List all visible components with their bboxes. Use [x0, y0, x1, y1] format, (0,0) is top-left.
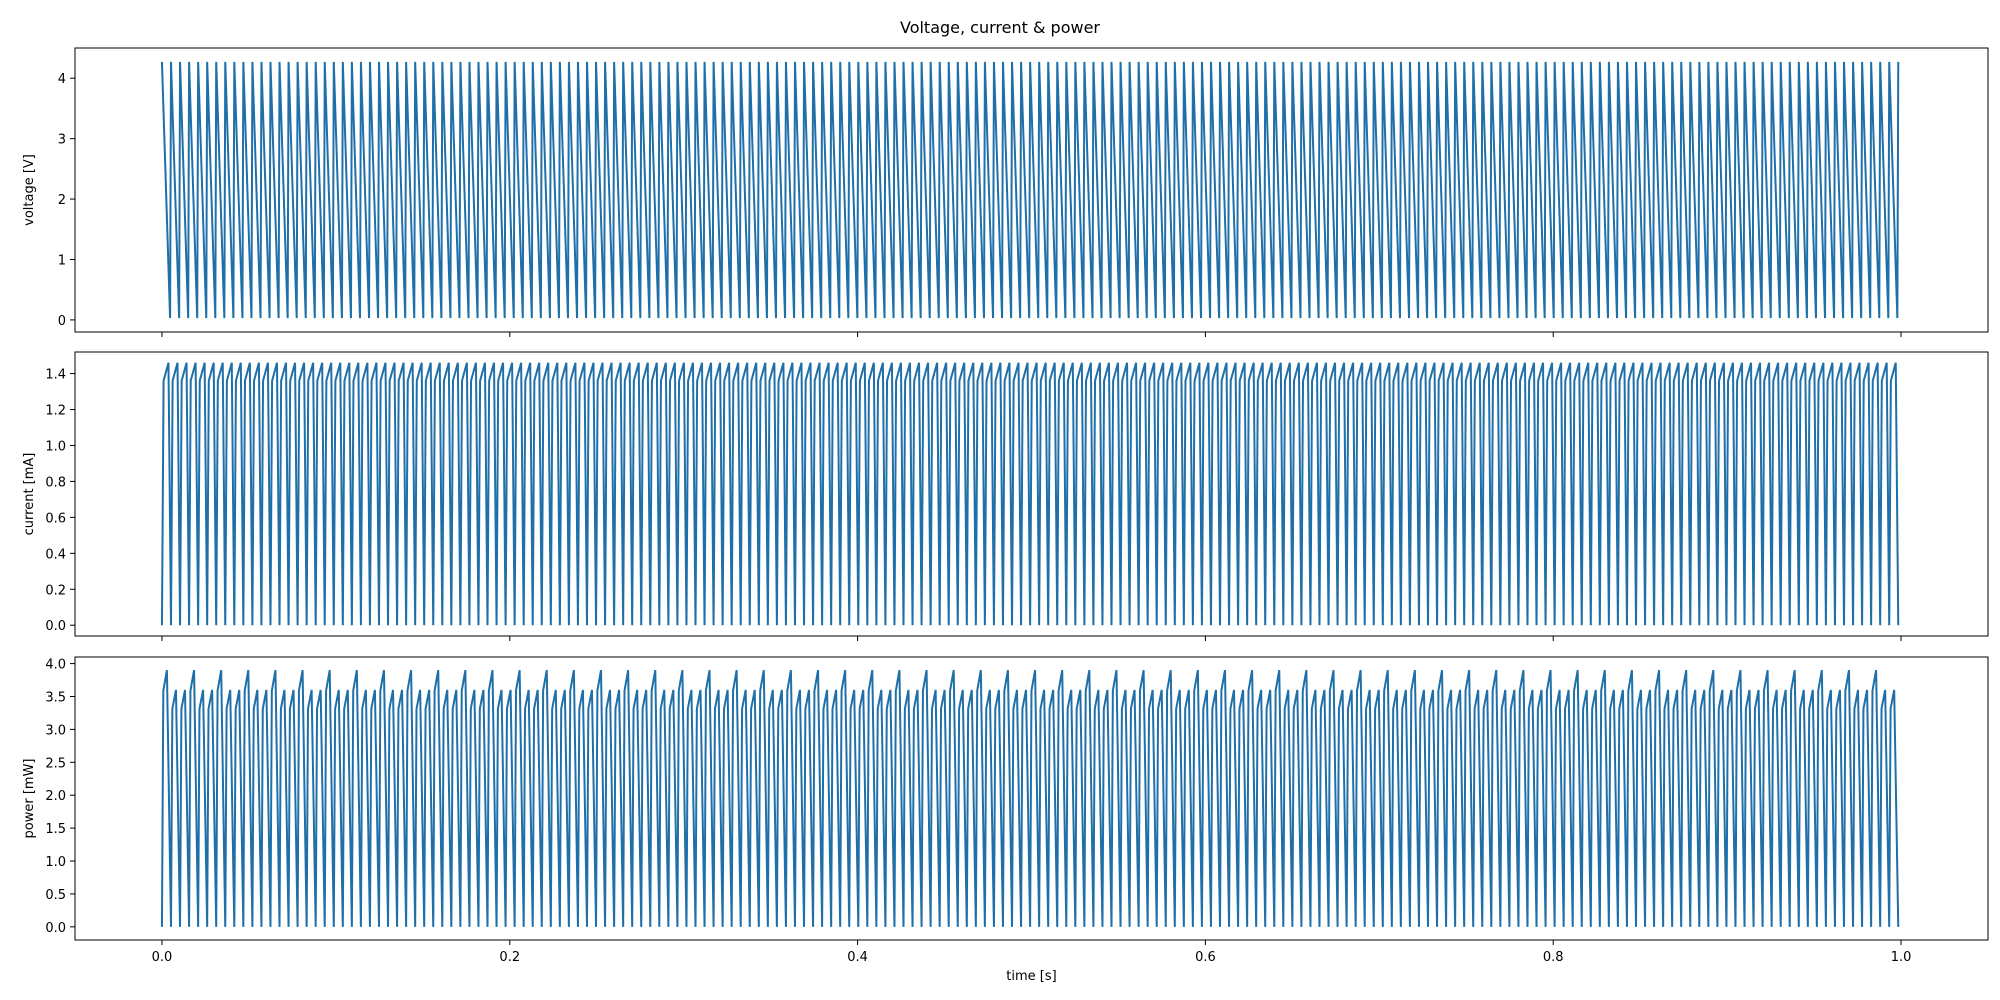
- y-tick-label: 4: [58, 72, 66, 87]
- series-line-2-1: [160, 362, 1900, 626]
- x-tick-label: 1.0: [1891, 950, 1912, 965]
- panels-container: 0 1 2 3 4 voltage [V] 0.0 0.2 0.4 0.6 0.8 1.0 1.2 1.4…: [22, 47, 1989, 984]
- x-tick-label: 0.4: [847, 950, 868, 965]
- axes-frame: [74, 47, 1989, 333]
- y-tick-label: 1.2: [45, 404, 66, 419]
- y-tick-label: 2.5: [45, 756, 66, 771]
- y-tick-label: 1.4: [45, 368, 66, 383]
- axes-frame: [74, 351, 1989, 637]
- x-tick-label: 0.0: [152, 950, 173, 965]
- y-tick-label: 3.5: [45, 690, 66, 705]
- figure-title: Voltage, current & power: [900, 18, 1100, 37]
- y-tick-label: 1.5: [45, 822, 66, 837]
- y-tick-label: 3.0: [45, 723, 66, 738]
- y-tick-label: 0.8: [45, 475, 66, 490]
- y-tick-label: 0.0: [45, 619, 66, 634]
- y-axis-label: voltage [V]: [22, 154, 37, 226]
- x-tick-label: 0.6: [1195, 950, 1216, 965]
- subplot-3: 0.0 0.5 1.0 1.5 2.0 2.5 3.0 3.5 4.0 0.0 0.2 0.4 0.6 0…: [22, 656, 1989, 984]
- axes-frame: [74, 656, 1989, 941]
- y-tick-label: 3: [58, 133, 66, 148]
- y-tick-label: 2.0: [45, 789, 66, 804]
- y-tick-label: 4.0: [45, 658, 66, 673]
- x-tick-label: 0.2: [499, 950, 520, 965]
- y-tick-label: 0: [58, 314, 66, 329]
- y-axis-label: power [mW]: [22, 759, 37, 839]
- subplot-2: 0.0 0.2 0.4 0.6 0.8 1.0 1.2 1.4 current [mA]: [22, 351, 1989, 641]
- y-tick-label: 1.0: [45, 439, 66, 454]
- x-axis-label: time [s]: [1006, 969, 1056, 984]
- y-tick-label: 0.5: [45, 888, 66, 903]
- series-line-3-1: [160, 669, 1900, 927]
- y-tick-label: 1.0: [45, 855, 66, 870]
- series-line-1-1: [160, 61, 1900, 319]
- y-tick-label: 0.2: [45, 583, 66, 598]
- y-tick-label: 0.4: [45, 547, 66, 562]
- y-tick-label: 1: [58, 253, 66, 268]
- y-tick-label: 2: [58, 193, 66, 208]
- subplot-1: 0 1 2 3 4 voltage [V]: [22, 47, 1989, 337]
- x-tick-label: 0.8: [1543, 950, 1564, 965]
- y-axis-label: current [mA]: [22, 453, 37, 536]
- y-tick-label: 0.0: [45, 921, 66, 936]
- y-tick-label: 0.6: [45, 511, 66, 526]
